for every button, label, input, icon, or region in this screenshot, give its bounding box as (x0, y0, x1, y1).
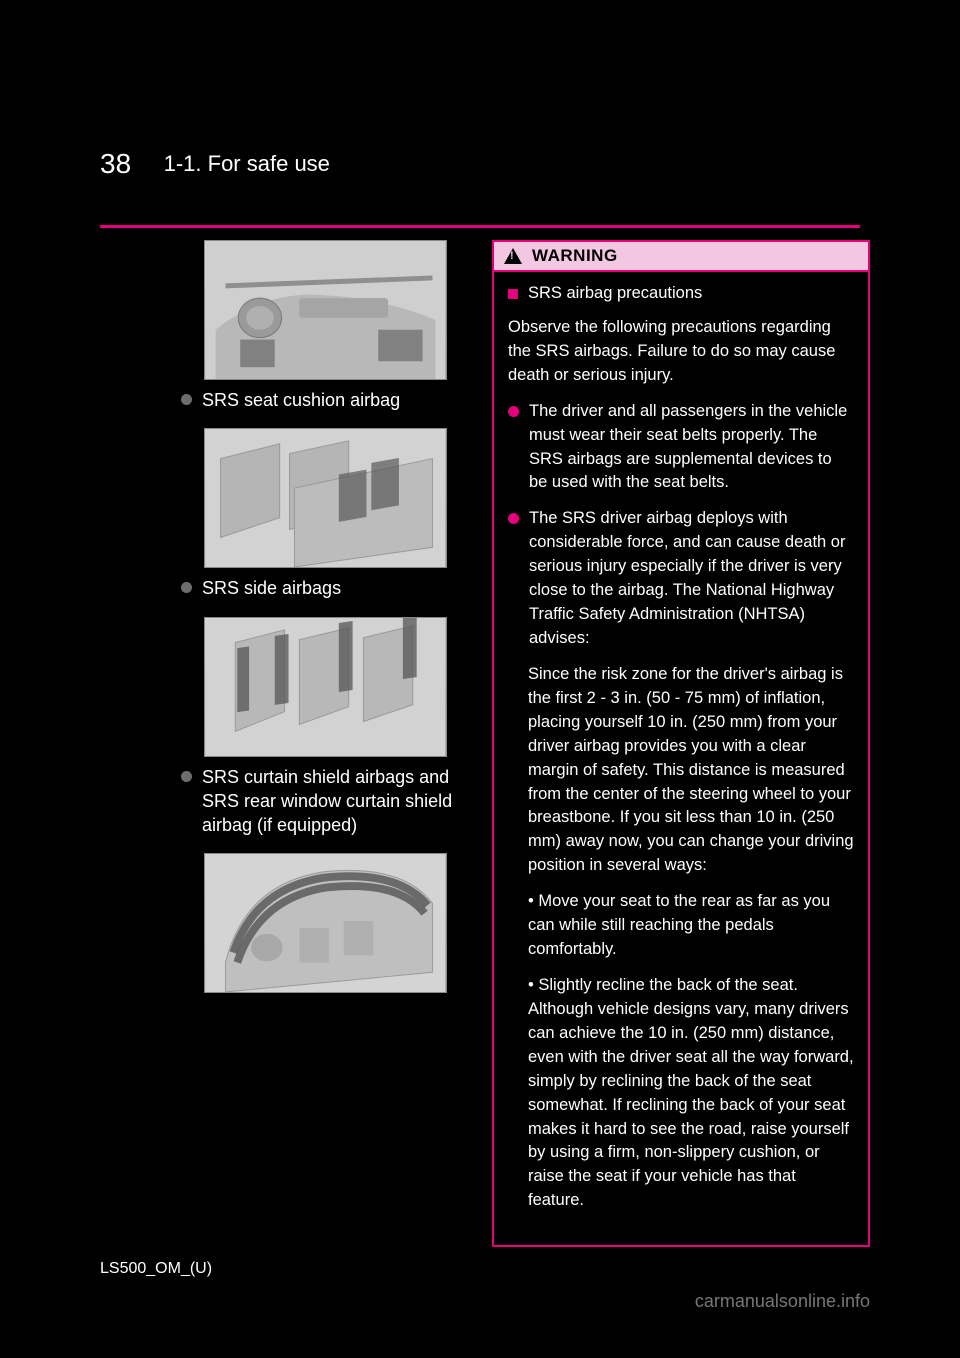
pink-bullet-icon (508, 513, 519, 524)
warning-label: WARNING (532, 246, 618, 266)
fig-rear-seat (204, 428, 447, 568)
warning-bullet-text: The SRS driver airbag deploys with consi… (529, 507, 854, 651)
square-bullet-icon (508, 289, 518, 299)
fig-dashboard (204, 240, 447, 380)
warning-bullet-text: The driver and all passengers in the veh… (529, 400, 854, 496)
warning-triangle-icon (504, 248, 522, 264)
header-rule (100, 225, 860, 228)
side-airbag-illustration-icon (205, 618, 446, 756)
right-column: WARNING SRS airbag precautions Observe t… (492, 240, 870, 1247)
caption-row: SRS side airbags (175, 576, 475, 600)
fig-curtain (204, 853, 447, 993)
caption-row: SRS curtain shield airbags and SRS rear … (175, 765, 475, 838)
warning-bullet: The driver and all passengers in the veh… (508, 400, 854, 496)
warning-paragraph: • Move your seat to the rear as far as y… (528, 890, 854, 962)
fig-caption: SRS curtain shield airbags and SRS rear … (202, 765, 475, 838)
rear-seat-illustration-icon (205, 429, 446, 567)
warning-intro: Observe the following precautions regard… (508, 316, 854, 388)
bullet-icon (181, 771, 192, 782)
bullet-icon (181, 394, 192, 405)
bullet-icon (181, 582, 192, 593)
section-title: 1-1. For safe use (164, 151, 330, 177)
warning-body: SRS airbag precautions Observe the follo… (494, 272, 868, 1245)
footer-watermark: carmanualsonline.info (695, 1291, 870, 1312)
left-column: SRS seat cushion airbag SRS side airbags (175, 240, 475, 1001)
page-header: 38 1-1. For safe use (100, 148, 860, 218)
page-number: 38 (100, 148, 131, 180)
warning-paragraph: • Slightly recline the back of the seat.… (528, 974, 854, 1213)
warning-heading-row: SRS airbag precautions (508, 282, 854, 306)
warning-header: WARNING (494, 242, 868, 272)
warning-heading: SRS airbag precautions (528, 282, 854, 306)
fig-caption: SRS seat cushion airbag (202, 388, 400, 412)
footer-doc-id: LS500_OM_(U) (100, 1260, 212, 1278)
pink-bullet-icon (508, 406, 519, 417)
curtain-airbag-illustration-icon (205, 854, 446, 992)
warning-box: WARNING SRS airbag precautions Observe t… (492, 240, 870, 1247)
fig-side-airbags (204, 617, 447, 757)
caption-row: SRS seat cushion airbag (175, 388, 475, 412)
dashboard-illustration-icon (205, 241, 446, 379)
fig-caption: SRS side airbags (202, 576, 341, 600)
manual-page: 38 1-1. For safe use SRS seat cushion ai… (0, 0, 960, 1358)
warning-paragraph: Since the risk zone for the driver's air… (528, 663, 854, 878)
warning-bullet: The SRS driver airbag deploys with consi… (508, 507, 854, 651)
